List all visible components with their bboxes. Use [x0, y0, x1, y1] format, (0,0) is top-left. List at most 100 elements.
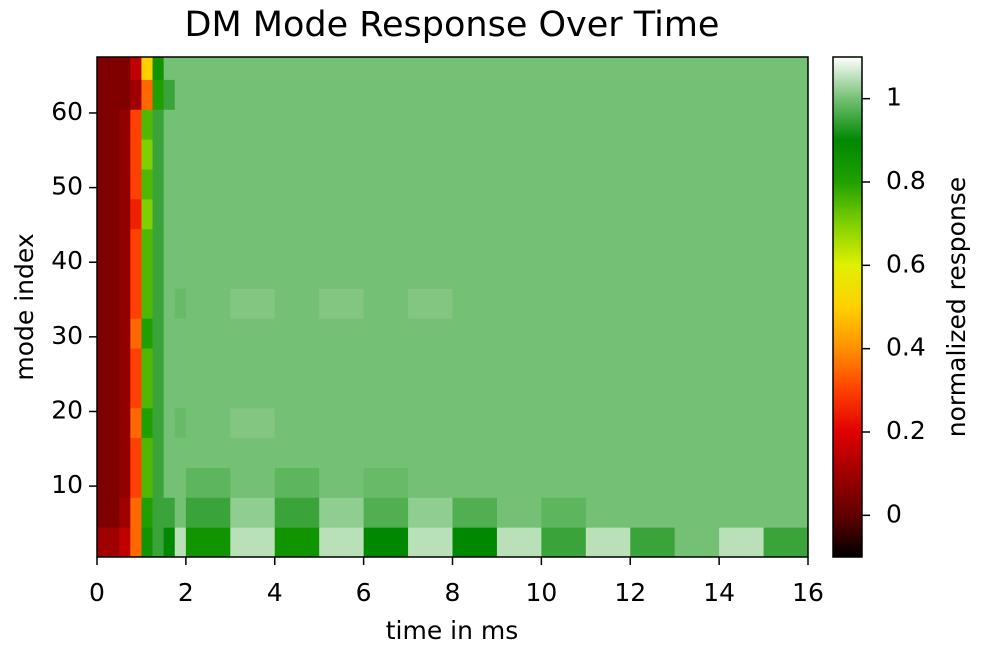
heatmap-cell [496, 198, 542, 230]
heatmap-cell [585, 497, 631, 528]
heatmap-cell [108, 57, 120, 80]
heatmap-cell [230, 437, 276, 468]
x-tick-label: 16 [792, 578, 824, 607]
heatmap-cell [763, 318, 809, 349]
heatmap-cell [185, 348, 231, 379]
colorbar-tick-label: 0.6 [886, 249, 926, 278]
heatmap-cell [408, 228, 453, 259]
heatmap-cell [108, 258, 120, 289]
heatmap-cell [274, 437, 320, 468]
heatmap-cell [763, 139, 809, 170]
heatmap-cell [630, 168, 676, 200]
heatmap-cell [541, 139, 587, 170]
heatmap-cell [174, 228, 187, 259]
heatmap-cell [674, 109, 720, 140]
heatmap-cell [763, 258, 809, 289]
heatmap-cell [97, 168, 109, 200]
heatmap-cell [130, 377, 142, 409]
heatmap-cell [141, 407, 154, 439]
heatmap-cell [119, 109, 131, 140]
heatmap-cell [185, 57, 231, 80]
colorbar-tick-label: 0.4 [886, 333, 926, 362]
heatmap-cell [274, 318, 320, 349]
heatmap-cell [230, 198, 276, 230]
heatmap-cell [130, 228, 142, 259]
heatmap-cell [130, 168, 142, 200]
heatmap-cell [363, 57, 409, 80]
heatmap-cell [108, 527, 120, 558]
x-tick-label: 14 [703, 578, 735, 607]
heatmap-cell [163, 198, 176, 230]
heatmap-cell [174, 288, 187, 319]
heatmap-cell [319, 467, 365, 498]
heatmap-cell [230, 467, 276, 498]
heatmap-cell [97, 348, 109, 379]
heatmap-cell [319, 377, 365, 409]
heatmap-cell [719, 497, 765, 528]
heatmap-cell [163, 377, 176, 409]
heatmap-cell [119, 348, 131, 379]
heatmap-cell [185, 288, 231, 319]
heatmap-cell [185, 228, 231, 259]
heatmap-cell [274, 258, 320, 289]
heatmap-cell [630, 318, 676, 349]
heatmap-cell [585, 527, 631, 558]
heatmap-cell [630, 407, 676, 439]
heatmap-cell [408, 109, 453, 140]
heatmap-cell [585, 407, 631, 439]
heatmap-cell [763, 288, 809, 319]
heatmap-cell [719, 57, 765, 80]
y-tick-label: 30 [51, 321, 83, 350]
heatmap-cell [230, 139, 276, 170]
heatmap-cell [185, 407, 231, 439]
heatmap-cell [496, 377, 542, 409]
heatmap-cell [585, 168, 631, 200]
colorbar-tick-label: 1 [886, 83, 902, 112]
x-tick-label: 6 [356, 578, 372, 607]
heatmap-cell [185, 139, 231, 170]
heatmap-cell [108, 109, 120, 140]
heatmap-cell [496, 497, 542, 528]
heatmap-cell [97, 497, 109, 528]
heatmap-cell [763, 497, 809, 528]
heatmap-cell [274, 79, 320, 110]
heatmap-cell [630, 228, 676, 259]
heatmap-cell [630, 377, 676, 409]
heatmap-cell [763, 527, 809, 558]
heatmap-cell [763, 467, 809, 498]
heatmap-cell [319, 497, 365, 528]
y-tick-label: 10 [51, 470, 83, 499]
heatmap-cell [408, 139, 453, 170]
heatmap-cell [108, 497, 120, 528]
heatmap-cell [130, 497, 142, 528]
heatmap-cell [119, 79, 131, 110]
heatmap-cell [674, 527, 720, 558]
chart-title: DM Mode Response Over Time [185, 5, 720, 45]
heatmap-cell [719, 228, 765, 259]
heatmap-cell [585, 348, 631, 379]
heatmap-cell [585, 198, 631, 230]
heatmap-cell [452, 497, 498, 528]
heatmap-cell [630, 198, 676, 230]
heatmap-cell [163, 437, 176, 468]
heatmap-cell [152, 527, 165, 558]
heatmap-cell [408, 407, 453, 439]
heatmap-cell [363, 228, 409, 259]
heatmap-cell [174, 318, 187, 349]
heatmap-cell [719, 348, 765, 379]
heatmap-cell [319, 139, 365, 170]
heatmap-cell [541, 527, 587, 558]
heatmap-cell [496, 139, 542, 170]
heatmap-cell [319, 288, 365, 319]
heatmap-cell [185, 527, 231, 558]
heatmap-cell [141, 139, 154, 170]
heatmap-cell [230, 258, 276, 289]
heatmap-cell [674, 57, 720, 80]
heatmap-cell [674, 318, 720, 349]
heatmap-cell [163, 407, 176, 439]
heatmap-cell [763, 377, 809, 409]
heatmap-cell [763, 228, 809, 259]
heatmap-cell [496, 288, 542, 319]
heatmap-cell [496, 348, 542, 379]
heatmap-cell [130, 109, 142, 140]
